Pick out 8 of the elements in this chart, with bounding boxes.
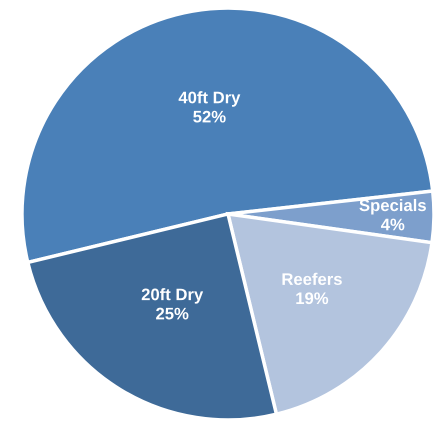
slice-label: Specials [359, 198, 426, 214]
data-label: 19% [296, 292, 328, 304]
slice-label: 40ft Dry [178, 91, 240, 107]
data-label: 52% [193, 110, 226, 123]
data-label: 4% [380, 218, 404, 230]
slice-label: 20ft Dry [142, 288, 204, 304]
slice-label: Reefers [282, 272, 342, 285]
data-label: 25% [156, 308, 188, 320]
